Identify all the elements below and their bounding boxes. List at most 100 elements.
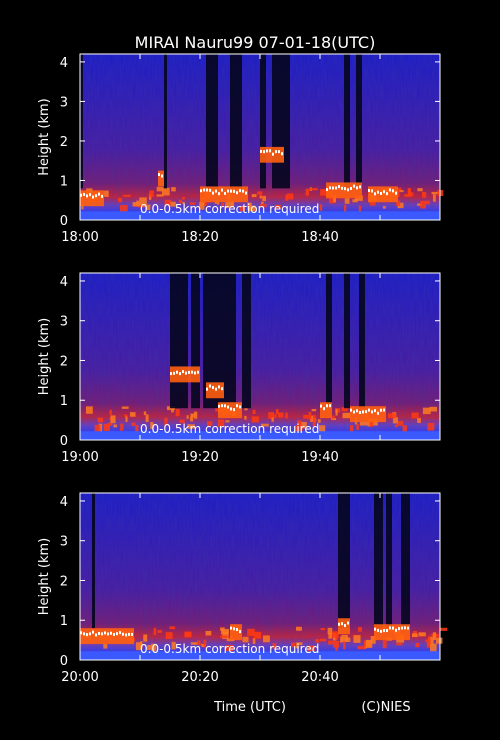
attenuated-column <box>344 273 350 409</box>
cloud-base-mark <box>86 194 88 198</box>
boundary-layer-speck <box>411 633 418 638</box>
boundary-layer-speck <box>382 640 387 649</box>
cloud-base-mark <box>392 189 394 193</box>
cloud-base-mark <box>233 189 235 193</box>
boundary-layer-speck <box>221 202 225 208</box>
cloud-base-mark <box>176 370 178 374</box>
boundary-layer-speck <box>332 415 335 419</box>
boundary-layer-speck <box>203 639 207 648</box>
boundary-layer-speck <box>249 205 256 213</box>
boundary-layer-speck <box>404 194 412 197</box>
boundary-layer-speck <box>103 643 108 649</box>
attenuated-column <box>386 493 392 629</box>
boundary-layer-speck <box>312 418 316 427</box>
boundary-layer-speck <box>206 421 213 426</box>
boundary-layer-speck <box>335 636 338 641</box>
boundary-layer-speck <box>171 641 176 650</box>
correction-annotation: 0.0-0.5km correction required <box>140 202 319 216</box>
y-tick-label: 2 <box>60 135 68 150</box>
x-tick-label: 19:40 <box>301 450 338 465</box>
cloud-base-mark <box>185 371 187 375</box>
y-tick-label: 0 <box>60 654 68 669</box>
boundary-layer-speck <box>97 417 104 423</box>
boundary-layer-speck <box>189 202 196 205</box>
cloud-base-mark <box>332 186 334 190</box>
cloud-base-mark <box>194 371 196 375</box>
cloud-base-mark <box>215 387 217 391</box>
cloud-base-mark <box>380 191 382 195</box>
boundary-layer-speck <box>382 206 386 209</box>
boundary-layer-speck <box>118 197 123 203</box>
figure-title: MIRAI Nauru99 07-01-18(UTC) <box>135 33 376 52</box>
cloud-base-mark <box>101 632 103 636</box>
cloud-base-mark <box>389 188 391 192</box>
boundary-layer-speck <box>370 636 376 644</box>
boundary-layer-speck <box>151 643 157 652</box>
attenuated-column <box>80 54 83 189</box>
cloud-base-mark <box>374 409 376 413</box>
cloud-base-mark <box>353 410 355 414</box>
cloud-base-mark <box>233 627 235 631</box>
boundary-layer-speck <box>221 628 229 635</box>
cloud-base-mark <box>131 632 133 636</box>
boundary-layer-speck <box>165 632 173 640</box>
lidar-panel-2: 0.0-0.5km correction required 0 1 2 3 4 Height… <box>37 272 441 465</box>
boundary-layer-speck <box>329 195 336 204</box>
boundary-layer-speck <box>296 420 302 426</box>
boundary-layer-speck <box>190 413 195 418</box>
boundary-layer-speck <box>132 202 140 207</box>
boundary-layer-speck <box>217 199 220 205</box>
cloud-base-mark <box>89 632 91 636</box>
cloud-base-mark <box>107 632 109 636</box>
cloud-base-mark <box>347 188 349 192</box>
boundary-layer-speck <box>178 199 182 204</box>
boundary-layer-speck <box>143 634 148 642</box>
y-axis-label: Height (km) <box>37 538 52 615</box>
boundary-layer-speck <box>220 627 225 631</box>
x-tick-label: 20:40 <box>301 670 338 685</box>
boundary-layer-speck <box>315 639 320 643</box>
boundary-layer-speck <box>268 412 275 419</box>
cloud-base-mark <box>182 370 184 374</box>
boundary-layer-speck <box>244 415 247 420</box>
cloud-base-mark <box>278 150 280 154</box>
boundary-layer-speck <box>432 194 436 202</box>
y-tick-label: 1 <box>60 614 68 629</box>
cloud-layer <box>350 406 386 423</box>
boundary-layer-speck <box>244 408 248 411</box>
attenuated-column <box>401 493 410 629</box>
cloud-base-mark <box>92 195 94 199</box>
cloud-base-mark <box>389 626 391 630</box>
boundary-layer-speck <box>219 645 222 649</box>
cloud-base-mark <box>368 408 370 412</box>
boundary-layer-speck <box>251 194 257 198</box>
boundary-layer-speck <box>261 201 264 205</box>
boundary-layer-speck <box>411 412 419 419</box>
boundary-layer-speck <box>342 412 351 419</box>
boundary-layer-speck <box>260 423 269 427</box>
boundary-layer-speck <box>369 421 374 427</box>
credit-label: (C)NIES <box>361 700 410 715</box>
boundary-layer-speck <box>252 638 256 645</box>
y-axis-label: Height (km) <box>37 98 52 175</box>
boundary-layer-speck <box>319 204 323 211</box>
boundary-layer-speck <box>157 630 163 633</box>
boundary-layer-speck <box>274 414 277 418</box>
cloud-base-mark <box>380 629 382 633</box>
boundary-layer-speck <box>251 416 259 423</box>
cloud-base-mark <box>233 408 235 412</box>
boundary-layer-speck <box>328 640 334 645</box>
cloud-base-mark <box>404 626 406 630</box>
cloud-base-mark <box>365 410 367 414</box>
cloud-base-mark <box>239 189 241 193</box>
cloud-base-mark <box>239 405 241 409</box>
cloud-base-mark <box>245 191 247 195</box>
boundary-layer-speck <box>104 190 109 197</box>
boundary-layer-speck <box>196 640 201 645</box>
boundary-layer-speck <box>426 642 431 648</box>
boundary-layer-speck <box>239 205 245 213</box>
boundary-layer-speck <box>341 634 348 642</box>
boundary-layer-speck <box>113 424 118 428</box>
boundary-layer-speck <box>358 205 362 214</box>
boundary-layer-speck <box>225 644 234 652</box>
